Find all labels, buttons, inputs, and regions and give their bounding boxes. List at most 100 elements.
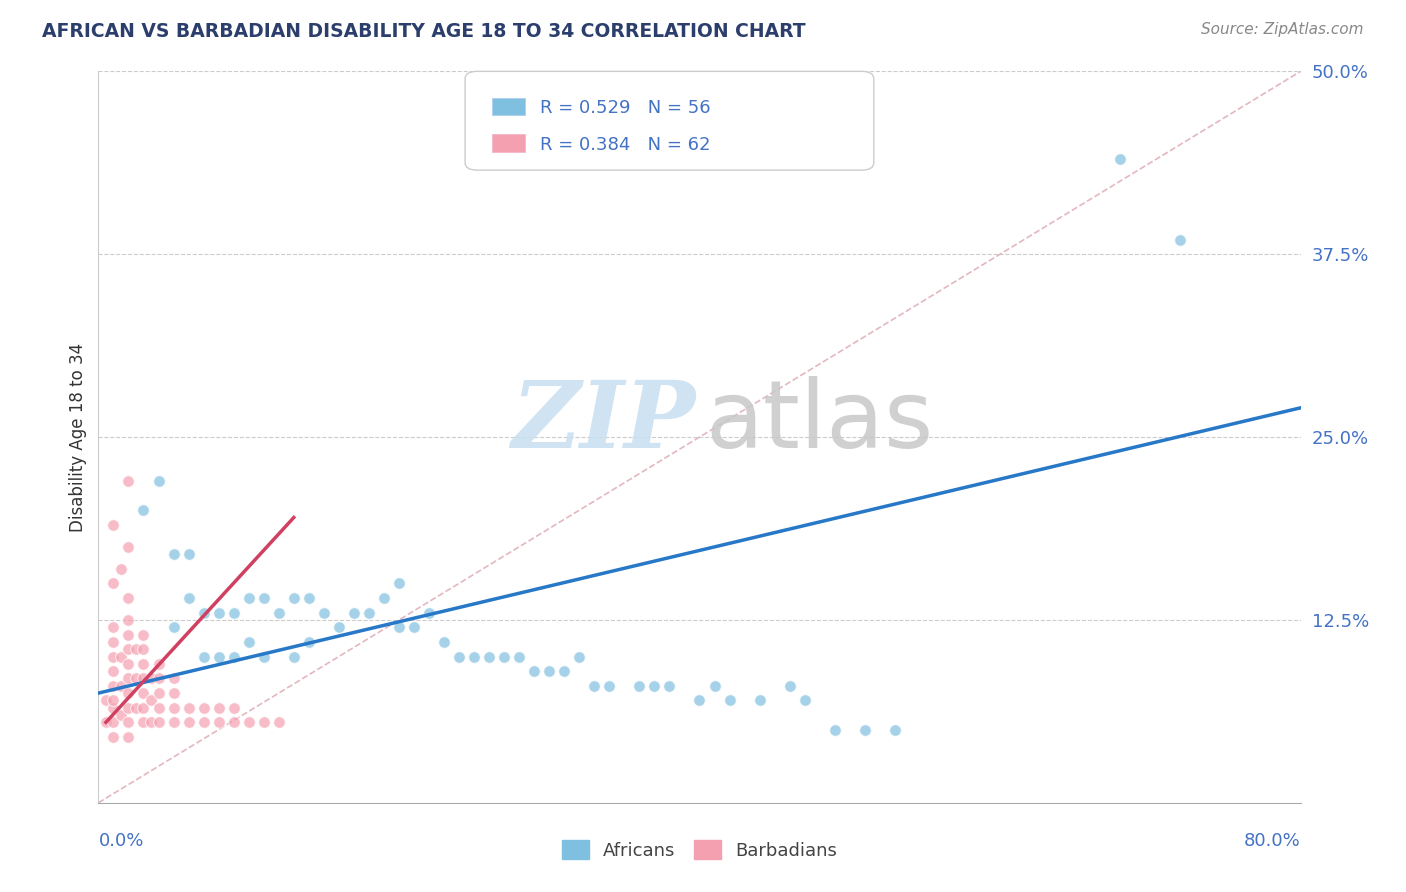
Point [779, 679, 801, 693]
Text: ZIP: ZIP [512, 377, 696, 467]
Point [103, 649, 125, 664]
Point [132, 715, 155, 730]
Point [883, 723, 905, 737]
Point [132, 642, 155, 657]
Point [208, 700, 231, 714]
Point [703, 679, 725, 693]
Point [658, 679, 681, 693]
Point [132, 627, 155, 641]
Point [598, 679, 620, 693]
Point [628, 679, 651, 693]
Point [208, 649, 231, 664]
Text: Source: ZipAtlas.com: Source: ZipAtlas.com [1201, 22, 1364, 37]
Text: 0.0%: 0.0% [98, 832, 143, 850]
Point [103, 664, 125, 678]
Point [110, 562, 132, 576]
Point [433, 635, 456, 649]
Point [568, 649, 591, 664]
Point [148, 474, 170, 488]
Point [238, 635, 260, 649]
Point [162, 547, 184, 561]
Point [139, 715, 162, 730]
Point [103, 576, 125, 591]
Point [283, 591, 305, 605]
Point [117, 642, 139, 657]
Point [748, 693, 770, 707]
Point [177, 700, 200, 714]
FancyBboxPatch shape [492, 98, 526, 115]
Point [538, 664, 561, 678]
Point [117, 672, 139, 686]
Point [117, 686, 139, 700]
Point [418, 606, 440, 620]
Point [110, 649, 132, 664]
Point [132, 700, 155, 714]
Point [103, 715, 125, 730]
Point [388, 620, 411, 634]
Point [553, 664, 575, 678]
Point [267, 715, 290, 730]
Point [208, 715, 231, 730]
Point [312, 606, 335, 620]
Point [193, 649, 215, 664]
Point [162, 715, 184, 730]
Point [117, 730, 139, 744]
Point [103, 635, 125, 649]
Point [463, 649, 485, 664]
Point [253, 715, 276, 730]
Point [523, 664, 546, 678]
Point [125, 672, 148, 686]
Point [253, 591, 276, 605]
Point [132, 686, 155, 700]
Y-axis label: Disability Age 18 to 34: Disability Age 18 to 34 [69, 343, 87, 532]
Point [853, 723, 876, 737]
Point [388, 576, 411, 591]
FancyBboxPatch shape [492, 135, 526, 152]
Text: R = 0.384   N = 62: R = 0.384 N = 62 [540, 136, 710, 153]
Point [132, 672, 155, 686]
Point [298, 591, 321, 605]
Point [343, 606, 366, 620]
Point [373, 591, 395, 605]
Point [117, 657, 139, 671]
Point [117, 715, 139, 730]
Point [208, 606, 231, 620]
Point [103, 517, 125, 532]
Point [94, 715, 117, 730]
Point [117, 540, 139, 554]
Point [139, 672, 162, 686]
Point [103, 693, 125, 707]
Point [103, 679, 125, 693]
Text: atlas: atlas [706, 376, 934, 468]
Point [688, 693, 710, 707]
Point [222, 649, 245, 664]
Point [177, 715, 200, 730]
Point [148, 686, 170, 700]
Point [298, 635, 321, 649]
Point [148, 657, 170, 671]
Point [222, 700, 245, 714]
Point [103, 700, 125, 714]
Point [117, 613, 139, 627]
Point [148, 715, 170, 730]
Text: AFRICAN VS BARBADIAN DISABILITY AGE 18 TO 34 CORRELATION CHART: AFRICAN VS BARBADIAN DISABILITY AGE 18 T… [42, 22, 806, 41]
Point [103, 730, 125, 744]
Point [478, 649, 501, 664]
Point [110, 679, 132, 693]
Point [447, 649, 470, 664]
Point [117, 700, 139, 714]
Point [1109, 152, 1132, 166]
Point [494, 649, 516, 664]
Point [328, 620, 350, 634]
Point [643, 679, 665, 693]
Point [148, 700, 170, 714]
Point [162, 672, 184, 686]
Point [162, 700, 184, 714]
Point [718, 693, 741, 707]
Point [253, 649, 276, 664]
Point [222, 606, 245, 620]
Legend: Africans, Barbadians: Africans, Barbadians [554, 833, 845, 867]
Point [117, 591, 139, 605]
Point [177, 547, 200, 561]
Point [132, 503, 155, 517]
